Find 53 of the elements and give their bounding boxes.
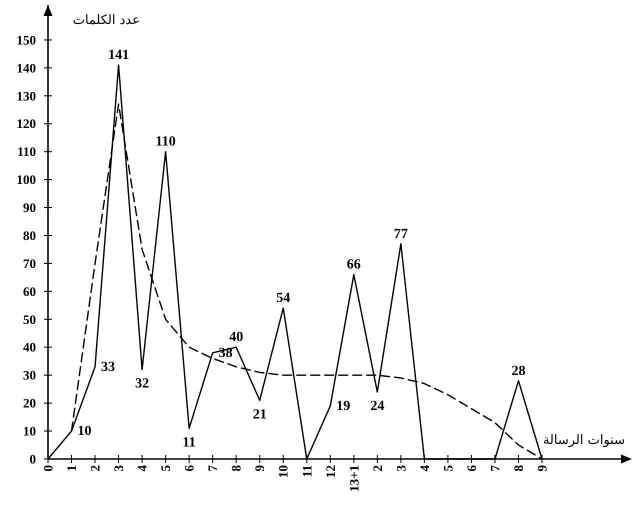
x-tick-label: 4 (134, 464, 150, 472)
y-tick-label: 10 (23, 424, 36, 439)
x-tick-label: 5 (440, 464, 456, 472)
x-tick-label: 2 (370, 465, 385, 472)
x-tick-label: 10 (276, 465, 291, 478)
data-label: 77 (394, 226, 408, 242)
x-tick-label: 1 (64, 465, 80, 472)
data-label: 66 (346, 258, 361, 273)
data-label: 10 (78, 424, 92, 440)
y-axis-title: عدد الكلمات (72, 13, 140, 28)
x-tick-label: 6 (182, 464, 197, 472)
y-tick-label: 40 (23, 340, 36, 355)
x-tick-label: 5 (158, 464, 174, 472)
x-tick-label: 8 (228, 464, 244, 472)
y-tick-label: 140 (16, 60, 36, 76)
x-tick-label: 11 (299, 465, 314, 478)
y-tick-label: 120 (16, 116, 36, 132)
data-label: 32 (135, 376, 150, 392)
y-tick-label: 70 (23, 256, 36, 271)
x-tick-label: 4 (416, 464, 432, 472)
y-tick-label: 100 (16, 172, 36, 188)
x-tick-label: 9 (534, 464, 550, 472)
x-tick-label: 9 (252, 464, 268, 472)
y-tick-label: 30 (23, 368, 36, 383)
data-label: 110 (156, 134, 176, 150)
x-tick-label: 7 (487, 464, 502, 472)
y-tick-label: 90 (23, 200, 36, 216)
y-tick-label: 20 (23, 396, 36, 411)
data-label: 21 (252, 407, 267, 422)
x-tick-label: 8 (510, 464, 526, 472)
x-tick-label: 2 (88, 465, 103, 472)
x-tick-label: 6 (464, 464, 479, 472)
data-label: 19 (336, 398, 350, 414)
x-tick-label: 13+1 (346, 465, 362, 492)
x-axis-title: سنوات الرسالة (542, 433, 625, 448)
data-label: 54 (276, 291, 290, 306)
y-tick-label: 50 (23, 312, 36, 327)
data-label: 24 (370, 398, 384, 414)
y-tick-label: 110 (17, 144, 36, 160)
data-label: 11 (182, 435, 196, 450)
y-tick-label: 130 (16, 88, 36, 104)
data-label: 141 (108, 48, 130, 64)
data-label: 33 (101, 360, 116, 375)
y-tick-label: 150 (16, 32, 36, 48)
y-tick-label: 60 (23, 284, 36, 299)
y-tick-label: 80 (23, 228, 36, 243)
data-label: 40 (229, 330, 244, 346)
x-tick-label: 7 (205, 464, 220, 472)
x-tick-label: 3 (393, 464, 408, 472)
x-tick-label: 0 (40, 465, 56, 472)
x-tick-label: 12 (322, 465, 338, 478)
data-label: 28 (511, 364, 526, 379)
x-tick-label: 3 (111, 464, 126, 472)
